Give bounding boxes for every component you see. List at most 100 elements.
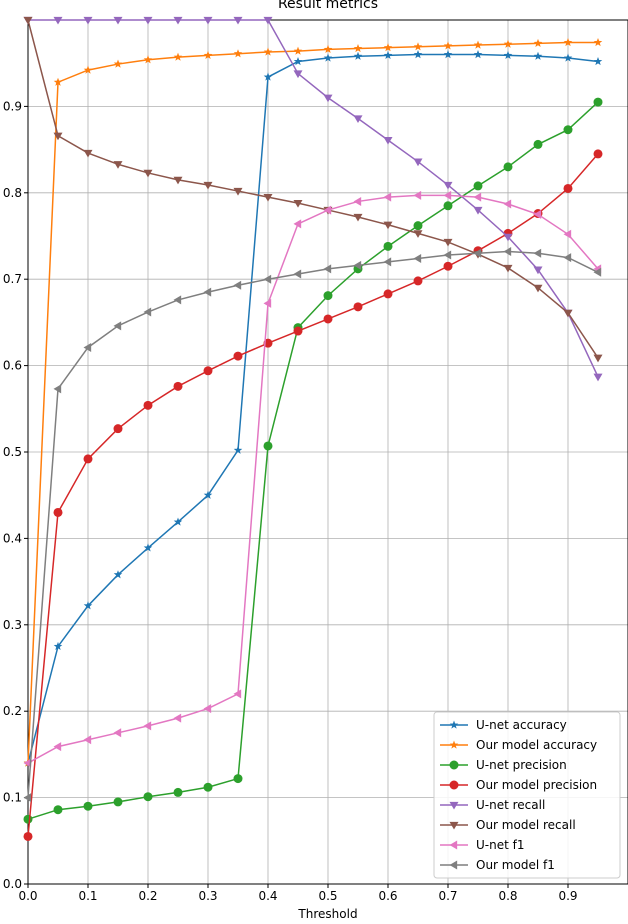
data-point (23, 758, 32, 768)
y-tick-label: 0.6 (3, 359, 22, 373)
data-point (413, 276, 423, 286)
series-line (28, 19, 599, 378)
data-point (113, 728, 122, 738)
data-point (503, 233, 513, 242)
data-point (173, 295, 182, 305)
data-point (473, 248, 482, 258)
data-point (383, 136, 393, 145)
legend-marker (449, 760, 459, 770)
data-point (203, 16, 213, 25)
data-point (233, 774, 243, 784)
data-point (113, 797, 123, 807)
legend-label: Our model precision (476, 778, 597, 792)
x-tick-label: 0.6 (378, 889, 397, 903)
data-point (473, 192, 482, 202)
data-point (413, 190, 422, 200)
data-point (83, 801, 93, 811)
data-point (203, 704, 212, 714)
data-point (23, 16, 33, 25)
x-tick-label: 0.3 (198, 889, 217, 903)
data-point (563, 253, 572, 263)
legend-label: Our model accuracy (476, 738, 597, 752)
y-tick-label: 0.0 (3, 877, 22, 891)
data-point (533, 38, 543, 47)
data-point (443, 50, 453, 59)
data-point (53, 16, 63, 25)
data-point (473, 40, 483, 49)
data-point (353, 196, 362, 206)
x-tick-label: 0.9 (558, 889, 577, 903)
series-line (27, 250, 599, 798)
data-point (503, 162, 513, 172)
data-point (383, 221, 393, 230)
data-point (203, 181, 213, 190)
y-tick-label: 0.4 (3, 531, 22, 545)
data-point (203, 782, 213, 792)
y-tick-label: 0.9 (3, 99, 22, 113)
data-point (113, 570, 123, 579)
data-point (593, 37, 603, 47)
data-point (203, 50, 213, 60)
data-point (293, 70, 303, 79)
legend-label: U-net f1 (476, 838, 524, 852)
data-point (53, 641, 63, 651)
legend-marker (449, 840, 458, 850)
data-point (383, 50, 393, 60)
data-point (53, 384, 62, 394)
data-point (293, 219, 302, 229)
legend-label: Our model f1 (476, 858, 555, 872)
series-line (27, 194, 599, 764)
data-point (503, 50, 513, 60)
chart-title: Result metrics (278, 0, 378, 12)
legend-marker (449, 720, 459, 729)
x-tick-label: 0.0 (18, 889, 37, 903)
data-point (593, 56, 603, 66)
data-point (113, 16, 123, 25)
legend-marker (449, 801, 459, 810)
data-point (53, 132, 63, 141)
data-point (443, 41, 453, 50)
data-point (293, 46, 303, 55)
data-point (293, 56, 303, 66)
legend-marker (449, 740, 459, 749)
data-point (443, 261, 453, 271)
data-point (443, 190, 452, 200)
data-point (263, 298, 272, 308)
data-point (173, 176, 183, 185)
data-point (173, 517, 183, 526)
series-line (27, 101, 599, 820)
data-point (233, 445, 243, 454)
data-point (353, 260, 362, 270)
data-point (53, 507, 63, 517)
data-point (503, 39, 513, 48)
data-point (473, 206, 483, 215)
legend-label: U-net recall (476, 798, 545, 812)
data-point (413, 42, 423, 51)
data-point (413, 221, 423, 231)
data-point (233, 351, 243, 361)
data-point (143, 543, 153, 552)
data-point (83, 149, 93, 158)
data-point (353, 51, 363, 60)
data-point (233, 16, 243, 25)
data-point (323, 94, 333, 103)
data-point (83, 65, 93, 74)
data-point (443, 250, 452, 260)
data-point (173, 381, 183, 391)
data-point (83, 735, 92, 745)
data-point (143, 16, 153, 25)
series-line (27, 41, 598, 764)
data-point (23, 814, 33, 824)
plot-frame (27, 19, 628, 885)
data-point (263, 193, 273, 202)
data-point (353, 115, 363, 123)
y-tick-label: 0.7 (3, 272, 22, 286)
data-point (143, 169, 153, 178)
data-point (503, 247, 512, 257)
data-point (563, 183, 573, 193)
data-point (173, 52, 183, 61)
data-point (323, 44, 333, 54)
y-tick-label: 0.3 (3, 618, 22, 632)
data-point (323, 53, 333, 62)
